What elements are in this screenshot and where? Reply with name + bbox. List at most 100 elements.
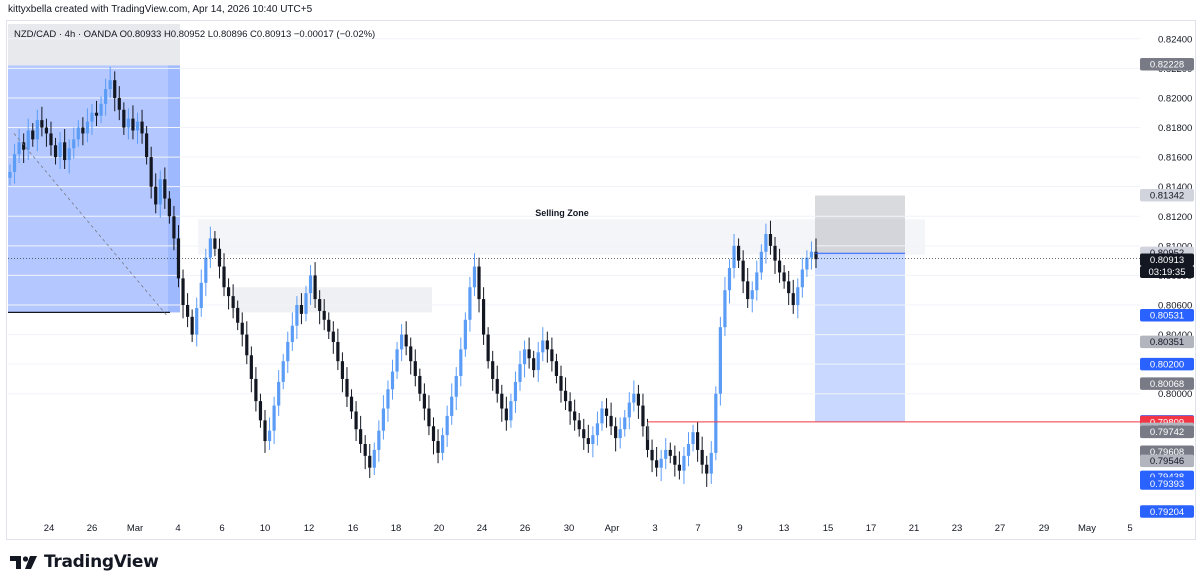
candle bbox=[477, 257, 481, 313]
price-tag: 0.79742 bbox=[1140, 425, 1194, 438]
candle bbox=[736, 238, 741, 269]
candle-body bbox=[400, 334, 404, 350]
candle-body bbox=[545, 340, 549, 350]
price-tag-label: 0.82228 bbox=[1150, 60, 1184, 71]
time-tick-label: 10 bbox=[260, 523, 271, 534]
countdown-label: 03:19:35 bbox=[1149, 267, 1186, 278]
candle-body bbox=[732, 245, 736, 269]
candle-body bbox=[90, 112, 94, 122]
candle bbox=[691, 424, 695, 452]
candle bbox=[513, 371, 518, 413]
candle-body bbox=[627, 402, 631, 418]
candle-body bbox=[281, 361, 285, 382]
candle bbox=[618, 417, 622, 449]
candle bbox=[609, 402, 613, 436]
candle bbox=[673, 445, 677, 477]
price-tag-label: 0.79204 bbox=[1150, 507, 1184, 518]
time-tick-label: 30 bbox=[564, 523, 575, 534]
tradingview-wordmark: TradingView bbox=[44, 552, 159, 572]
candle bbox=[800, 257, 804, 298]
candle bbox=[550, 337, 554, 372]
candle bbox=[8, 164, 12, 186]
candle-body bbox=[709, 452, 713, 474]
candle bbox=[304, 285, 308, 322]
stop-loss-box bbox=[815, 195, 905, 254]
candle-body bbox=[677, 464, 681, 471]
time-tick-label: Mar bbox=[127, 523, 143, 534]
candle bbox=[290, 312, 294, 351]
left-gray-cap bbox=[8, 24, 180, 66]
candle-body bbox=[113, 80, 117, 98]
candle bbox=[645, 418, 650, 458]
candlestick-chart[interactable]: 0.824000.822000.820000.818000.816000.814… bbox=[0, 0, 1200, 540]
candle bbox=[67, 139, 71, 174]
candle bbox=[254, 367, 258, 412]
candle bbox=[582, 418, 586, 450]
price-tag-bg bbox=[1140, 477, 1194, 490]
price-tag: 0.79204 bbox=[1140, 505, 1194, 518]
candle-body bbox=[759, 251, 763, 273]
candle bbox=[741, 250, 745, 294]
candle-body bbox=[12, 154, 17, 172]
candle bbox=[181, 269, 185, 319]
candle bbox=[600, 401, 604, 431]
candle-body bbox=[22, 142, 26, 150]
time-tick-label: 9 bbox=[737, 523, 742, 534]
price-tag-label: 0.80531 bbox=[1150, 310, 1184, 321]
time-tick-label: May bbox=[1078, 523, 1096, 534]
candle bbox=[655, 446, 659, 477]
candle-body bbox=[72, 139, 76, 149]
candle-body bbox=[99, 103, 103, 116]
candle-body bbox=[226, 287, 231, 297]
candle-body bbox=[454, 375, 458, 397]
candle bbox=[418, 368, 422, 402]
price-tag-bg bbox=[1140, 335, 1194, 349]
candle bbox=[272, 396, 276, 445]
candle bbox=[427, 395, 431, 436]
time-tick-label: Apr bbox=[605, 523, 620, 534]
candle bbox=[632, 380, 636, 412]
candle-body bbox=[755, 272, 759, 291]
candle-body bbox=[450, 396, 454, 416]
candle-body bbox=[17, 142, 21, 155]
candle-body bbox=[208, 238, 212, 258]
candle-body bbox=[746, 281, 750, 300]
candle-body bbox=[513, 381, 518, 402]
candle bbox=[500, 384, 504, 422]
price-tick-label: 0.81200 bbox=[1158, 212, 1192, 223]
candle bbox=[31, 123, 35, 147]
candle-body bbox=[714, 393, 718, 453]
candle-body bbox=[595, 423, 600, 436]
candle-body bbox=[686, 444, 691, 456]
candle-body bbox=[258, 401, 263, 421]
candle-body bbox=[236, 307, 240, 323]
candle bbox=[450, 383, 454, 425]
candle bbox=[782, 265, 786, 289]
candle-body bbox=[222, 266, 226, 288]
candle-body bbox=[167, 198, 171, 217]
candle-body bbox=[176, 238, 181, 279]
candle-body bbox=[736, 245, 741, 261]
candle bbox=[267, 417, 272, 450]
candle bbox=[563, 377, 568, 410]
candle-body bbox=[299, 304, 304, 314]
candle bbox=[126, 108, 130, 140]
candle bbox=[650, 439, 654, 473]
candle bbox=[668, 442, 672, 464]
tradingview-logo[interactable]: TradingView bbox=[10, 552, 159, 572]
candle bbox=[145, 126, 149, 165]
candle bbox=[522, 340, 527, 378]
candle-body bbox=[691, 432, 695, 445]
candle-body bbox=[809, 251, 814, 258]
candle-body bbox=[700, 449, 704, 465]
trend-dashed-line bbox=[13, 133, 169, 318]
candle-body bbox=[149, 157, 153, 187]
candle-body bbox=[163, 179, 167, 199]
candle bbox=[176, 225, 181, 288]
candle bbox=[185, 293, 190, 328]
candle bbox=[113, 71, 117, 112]
candle-body bbox=[541, 340, 545, 353]
time-tick-label: 20 bbox=[434, 523, 445, 534]
price-tag-bg bbox=[1140, 357, 1194, 371]
candle bbox=[536, 341, 540, 382]
